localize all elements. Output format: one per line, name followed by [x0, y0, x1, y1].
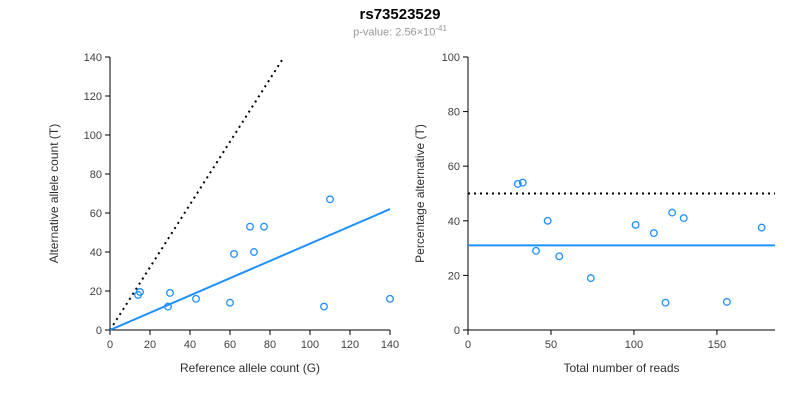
pvalue-exponent: -41 [435, 24, 447, 33]
y-tick-label: 100 [442, 52, 460, 64]
data-point [230, 249, 238, 258]
data-point [668, 208, 677, 217]
plot-title: rs73523529 [359, 6, 441, 23]
data-point [649, 229, 658, 238]
x-tick-label: 50 [545, 339, 557, 351]
x-tick-label: 60 [224, 339, 236, 351]
x-tick-label: 0 [465, 339, 471, 351]
pvalue-text: p-value: 2.56×10 [353, 26, 436, 39]
data-point [226, 298, 234, 307]
y-tick-label: 20 [90, 286, 102, 298]
x-tick-label: 40 [184, 339, 196, 351]
x-tick-label: 100 [301, 339, 319, 351]
y-axis-title: Percentage alternative (T) [413, 124, 427, 263]
y-tick-label: 0 [454, 325, 460, 337]
data-point [543, 216, 552, 225]
data-point [166, 288, 174, 297]
x-axis-title: Total number of reads [563, 361, 679, 375]
data-point [260, 222, 268, 231]
data-point [326, 195, 334, 204]
data-point [555, 252, 564, 261]
x-tick-label: 80 [264, 339, 276, 351]
y-tick-label: 60 [448, 161, 460, 173]
figure-header: rs73523529 p-value: 2.56×10-41 [0, 6, 800, 40]
expected-reference-line [109, 56, 285, 331]
x-tick-label: 150 [708, 339, 726, 351]
data-point [722, 297, 731, 306]
y-tick-label: 20 [448, 270, 460, 282]
pvalue-subtitle: p-value: 2.56×10-41 [0, 24, 800, 40]
x-axis-title: Reference allele count (G) [180, 361, 320, 375]
allele-count-scatter-panel: 0 20 40 60 80 100 120 140 0 20 40 60 80 100 120 140 Refe… [47, 52, 399, 375]
data-point [586, 274, 595, 283]
data-point [320, 302, 328, 311]
y-tick-label: 40 [448, 216, 460, 228]
x-tick-label: 0 [107, 339, 113, 351]
data-point [250, 248, 258, 256]
y-axis-title: Alternative allele count (T) [47, 124, 61, 263]
y-tick-label: 80 [90, 169, 102, 181]
y-tick-label: 40 [90, 247, 102, 259]
y-tick-label: 0 [96, 325, 102, 337]
y-tick-label: 120 [84, 91, 102, 103]
x-tick-label: 20 [144, 339, 156, 351]
data-point [518, 178, 527, 187]
data-point [532, 246, 540, 255]
x-tick-label: 140 [381, 339, 399, 351]
y-tick-label: 60 [90, 208, 102, 220]
data-point [136, 288, 144, 296]
data-point [164, 302, 172, 311]
data-point [679, 214, 688, 223]
data-point [246, 222, 254, 231]
data-point [513, 179, 522, 188]
data-point [631, 220, 640, 229]
y-tick-label: 140 [84, 52, 102, 64]
x-tick-label: 120 [341, 339, 359, 351]
data-point [757, 223, 766, 232]
data-point [661, 298, 670, 307]
y-tick-label: 100 [84, 130, 102, 142]
fitted-ratio-line [109, 208, 391, 331]
y-tick-label: 80 [448, 107, 460, 119]
x-tick-label: 100 [625, 339, 643, 351]
percentage-scatter-panel: 0 50 100 150 0 20 40 60 80 100 Total number of rea… [413, 52, 775, 375]
data-point [386, 294, 394, 303]
data-point [192, 294, 200, 303]
